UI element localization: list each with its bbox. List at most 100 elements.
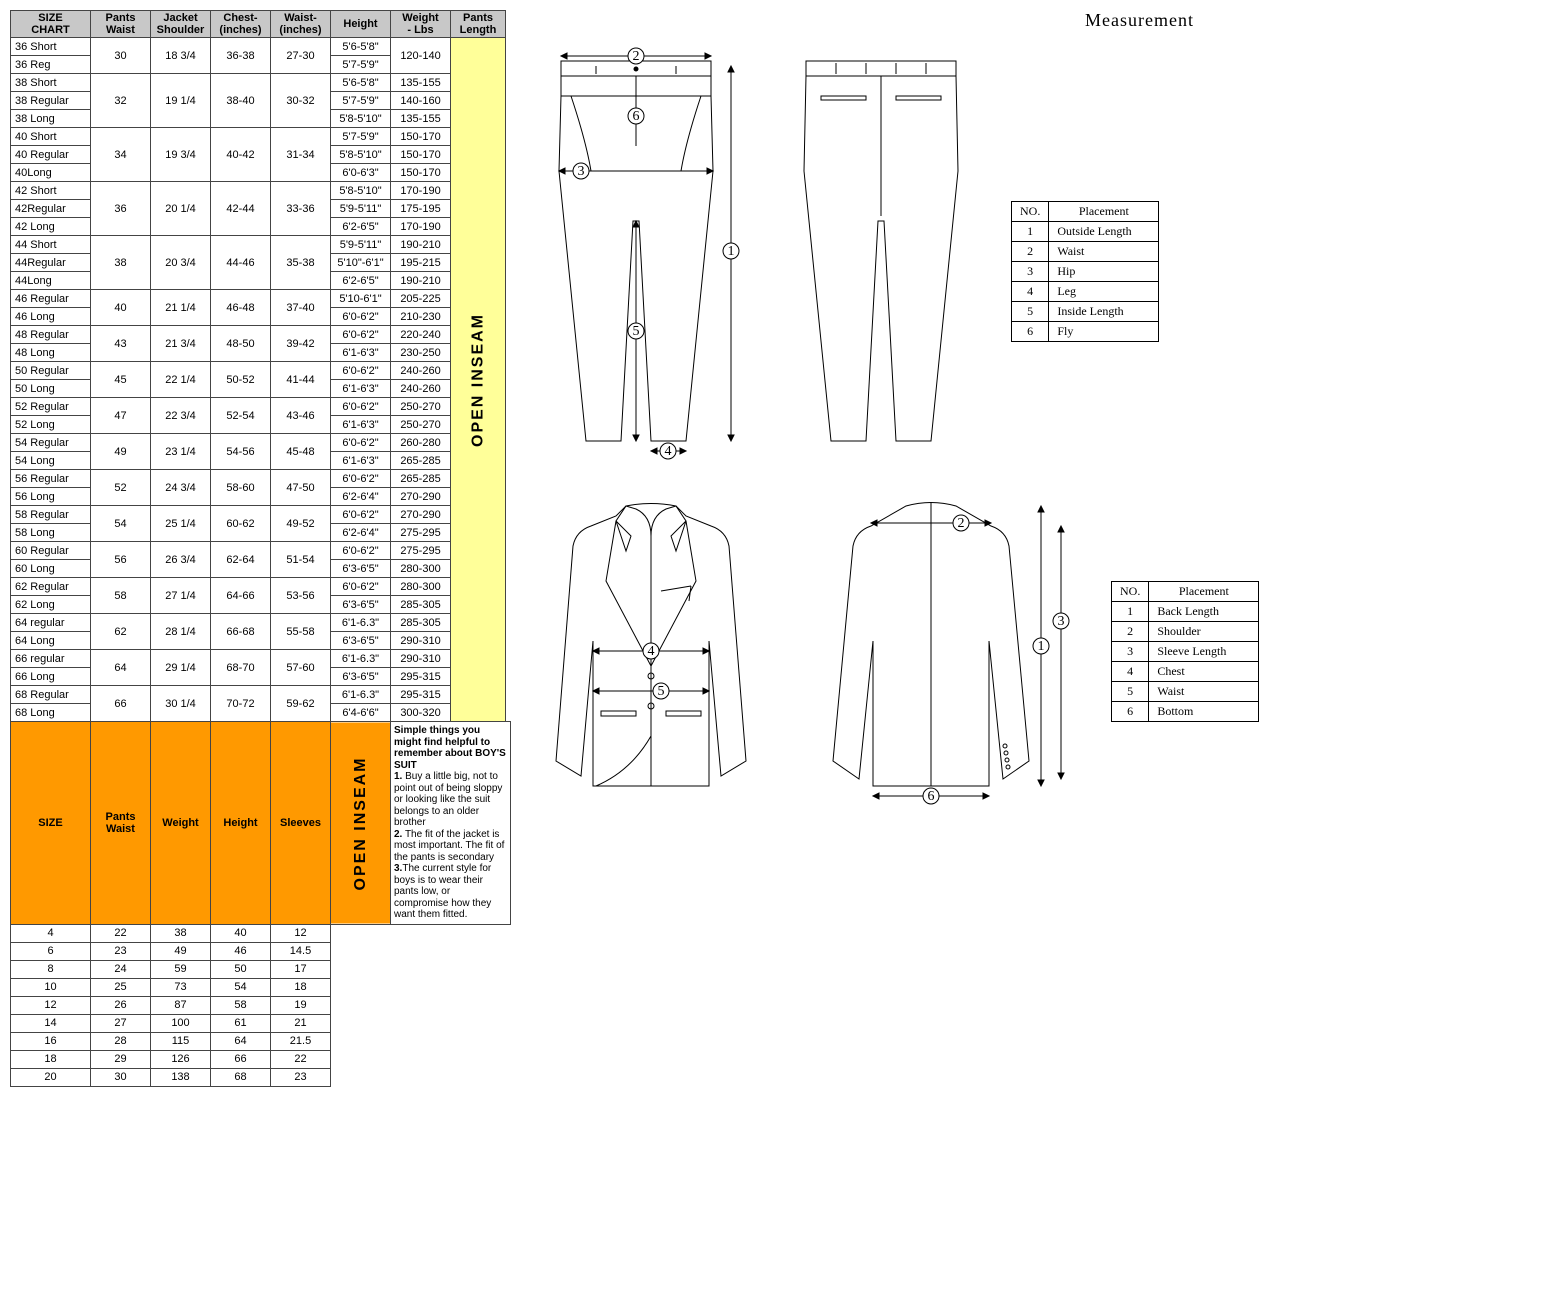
group-cell: 40 <box>91 290 151 326</box>
placement-row: 4Chest <box>1112 662 1259 682</box>
group-cell: 34 <box>91 128 151 182</box>
size-cell: 66 regular <box>11 650 91 668</box>
size-cell: 68 Long <box>11 704 91 722</box>
placement-row: 5Waist <box>1112 682 1259 702</box>
size-cell: 42 Long <box>11 218 91 236</box>
boys-cell: 14 <box>11 1014 91 1032</box>
col-header: SIZECHART <box>11 11 91 38</box>
group-cell: 62-64 <box>211 542 271 578</box>
weight-cell: 240-260 <box>391 362 451 380</box>
group-cell: 38-40 <box>211 74 271 128</box>
group-cell: 49 <box>91 434 151 470</box>
boys-cell: 10 <box>11 978 91 996</box>
placement-header: NO. <box>1112 582 1149 602</box>
placement-label: Waist <box>1149 682 1259 702</box>
boys-col-header: SIZE <box>11 722 91 925</box>
weight-cell: 190-210 <box>391 236 451 254</box>
boys-cell: 21 <box>271 1014 331 1032</box>
weight-cell: 250-270 <box>391 398 451 416</box>
svg-text:5: 5 <box>633 324 640 339</box>
group-cell: 66-68 <box>211 614 271 650</box>
pants-front-diagram: 2 1 3 5 4 6 <box>531 41 751 461</box>
group-cell: 31-34 <box>271 128 331 182</box>
boys-row: 20301386823 <box>11 1068 511 1086</box>
weight-cell: 195-215 <box>391 254 451 272</box>
size-cell: 54 Regular <box>11 434 91 452</box>
height-cell: 5'8-5'10" <box>331 182 391 200</box>
size-cell: 66 Long <box>11 668 91 686</box>
height-cell: 6'1-6'3" <box>331 416 391 434</box>
placement-row: 4Leg <box>1012 282 1159 302</box>
placement-row: 1Outside Length <box>1012 222 1159 242</box>
size-row: 50 Regular4522 1/450-5241-446'0-6'2"240-… <box>11 362 506 380</box>
weight-cell: 150-170 <box>391 164 451 182</box>
weight-cell: 265-285 <box>391 452 451 470</box>
size-cell: 68 Regular <box>11 686 91 704</box>
weight-cell: 210-230 <box>391 308 451 326</box>
weight-cell: 135-155 <box>391 74 451 92</box>
weight-cell: 220-240 <box>391 326 451 344</box>
placement-no: 2 <box>1112 622 1149 642</box>
height-cell: 6'3-6'5" <box>331 560 391 578</box>
boys-col-header: Weight <box>151 722 211 925</box>
boys-cell: 30 <box>91 1068 151 1086</box>
size-row: 60 Regular5626 3/462-6451-546'0-6'2"275-… <box>11 542 506 560</box>
group-cell: 45-48 <box>271 434 331 470</box>
weight-cell: 275-295 <box>391 524 451 542</box>
boys-cell: 26 <box>91 996 151 1014</box>
group-cell: 50-52 <box>211 362 271 398</box>
boys-row: 623494614.5 <box>11 942 511 960</box>
size-cell: 50 Regular <box>11 362 91 380</box>
svg-text:3: 3 <box>578 164 585 179</box>
height-cell: 6'0-6'2" <box>331 506 391 524</box>
height-cell: 6'2-6'5" <box>331 272 391 290</box>
placement-header: NO. <box>1012 202 1049 222</box>
size-cell: 40Long <box>11 164 91 182</box>
boys-cell: 59 <box>151 960 211 978</box>
size-row: 44 Short3820 3/444-4635-385'9-5'11"190-2… <box>11 236 506 254</box>
boys-cell: 4 <box>11 924 91 942</box>
group-cell: 22 1/4 <box>151 362 211 398</box>
boys-row: 824595017 <box>11 960 511 978</box>
placement-row: 6Bottom <box>1112 702 1259 722</box>
boys-row: 14271006121 <box>11 1014 511 1032</box>
svg-text:6: 6 <box>633 109 640 124</box>
boys-cell: 138 <box>151 1068 211 1086</box>
height-cell: 5'10"-6'1" <box>331 254 391 272</box>
height-cell: 6'1-6.3" <box>331 614 391 632</box>
boys-cell: 46 <box>211 942 271 960</box>
weight-cell: 170-190 <box>391 218 451 236</box>
group-cell: 47-50 <box>271 470 331 506</box>
boys-cell: 58 <box>211 996 271 1014</box>
height-cell: 6'1-6'3" <box>331 452 391 470</box>
size-cell: 46 Long <box>11 308 91 326</box>
placement-label: Sleeve Length <box>1149 642 1259 662</box>
size-cell: 42Regular <box>11 200 91 218</box>
weight-cell: 285-305 <box>391 596 451 614</box>
weight-cell: 230-250 <box>391 344 451 362</box>
placement-row: 3Hip <box>1012 262 1159 282</box>
weight-cell: 290-310 <box>391 632 451 650</box>
placement-label: Fly <box>1049 322 1159 342</box>
col-header: JacketShoulder <box>151 11 211 38</box>
size-row: 42 Short3620 1/442-4433-365'8-5'10"170-1… <box>11 182 506 200</box>
col-header: Weight- Lbs <box>391 11 451 38</box>
col-header: Height <box>331 11 391 38</box>
group-cell: 35-38 <box>271 236 331 290</box>
boys-cell: 22 <box>271 1050 331 1068</box>
size-cell: 58 Long <box>11 524 91 542</box>
group-cell: 42-44 <box>211 182 271 236</box>
group-cell: 22 3/4 <box>151 398 211 434</box>
weight-cell: 240-260 <box>391 380 451 398</box>
size-cell: 42 Short <box>11 182 91 200</box>
placement-label: Chest <box>1149 662 1259 682</box>
group-cell: 26 3/4 <box>151 542 211 578</box>
weight-cell: 150-170 <box>391 128 451 146</box>
boys-cell: 28 <box>91 1032 151 1050</box>
size-cell: 38 Long <box>11 110 91 128</box>
boys-cell: 73 <box>151 978 211 996</box>
svg-text:1: 1 <box>728 244 735 259</box>
height-cell: 5'8-5'10" <box>331 146 391 164</box>
group-cell: 54-56 <box>211 434 271 470</box>
placement-label: Waist <box>1049 242 1159 262</box>
